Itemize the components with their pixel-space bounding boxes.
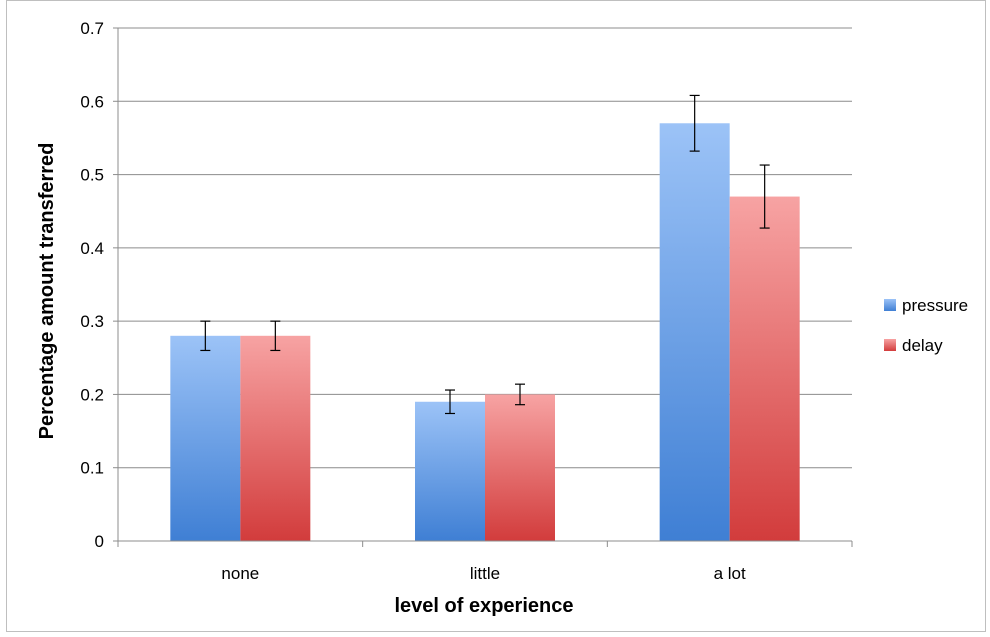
x-axis-title: level of experience — [395, 595, 574, 617]
legend: pressure delay — [884, 296, 968, 355]
bars — [170, 123, 800, 542]
y-tick-label: 0.4 — [80, 239, 104, 258]
legend-item-delay: delay — [884, 336, 943, 355]
bar-pressure-a-lot — [659, 123, 730, 542]
y-tick-label: 0.6 — [80, 92, 104, 111]
x-tick-label: a lot — [714, 564, 746, 583]
error-bar-delay-a-lot — [759, 164, 770, 229]
error-bar-delay-little — [515, 383, 525, 406]
x-tick-labels: none little a lot — [221, 564, 746, 583]
bar-pressure-none — [170, 335, 241, 541]
axes — [117, 28, 853, 547]
bar-delay-none — [240, 335, 311, 541]
y-tick-label: 0.5 — [80, 166, 104, 185]
y-tick-label: 0 — [95, 532, 104, 551]
legend-item-pressure: pressure — [884, 296, 968, 315]
legend-label: pressure — [902, 296, 968, 315]
y-tick-label: 0.3 — [80, 312, 104, 331]
bar-pressure-little — [415, 401, 485, 541]
error-bar-pressure-a-lot — [689, 94, 700, 152]
legend-label: delay — [902, 336, 943, 355]
y-tick-label: 0.7 — [80, 19, 104, 38]
y-tick-label: 0.1 — [80, 459, 104, 478]
bar-delay-a-lot — [729, 196, 800, 542]
error-bar-pressure-none — [200, 320, 211, 352]
error-bars — [200, 94, 770, 415]
x-tick-label: little — [470, 564, 500, 583]
y-tick-label: 0.2 — [80, 385, 104, 404]
legend-swatch — [884, 339, 896, 351]
error-bar-pressure-little — [445, 389, 455, 415]
y-tick-labels: 0 0.1 0.2 0.3 0.4 0.5 0.6 0.7 — [80, 19, 104, 551]
error-bar-delay-none — [270, 320, 281, 352]
y-axis-title: Percentage amount transferred — [36, 143, 58, 440]
bar-delay-little — [485, 394, 555, 541]
legend-swatch — [884, 299, 896, 311]
x-tick-label: none — [221, 564, 259, 583]
